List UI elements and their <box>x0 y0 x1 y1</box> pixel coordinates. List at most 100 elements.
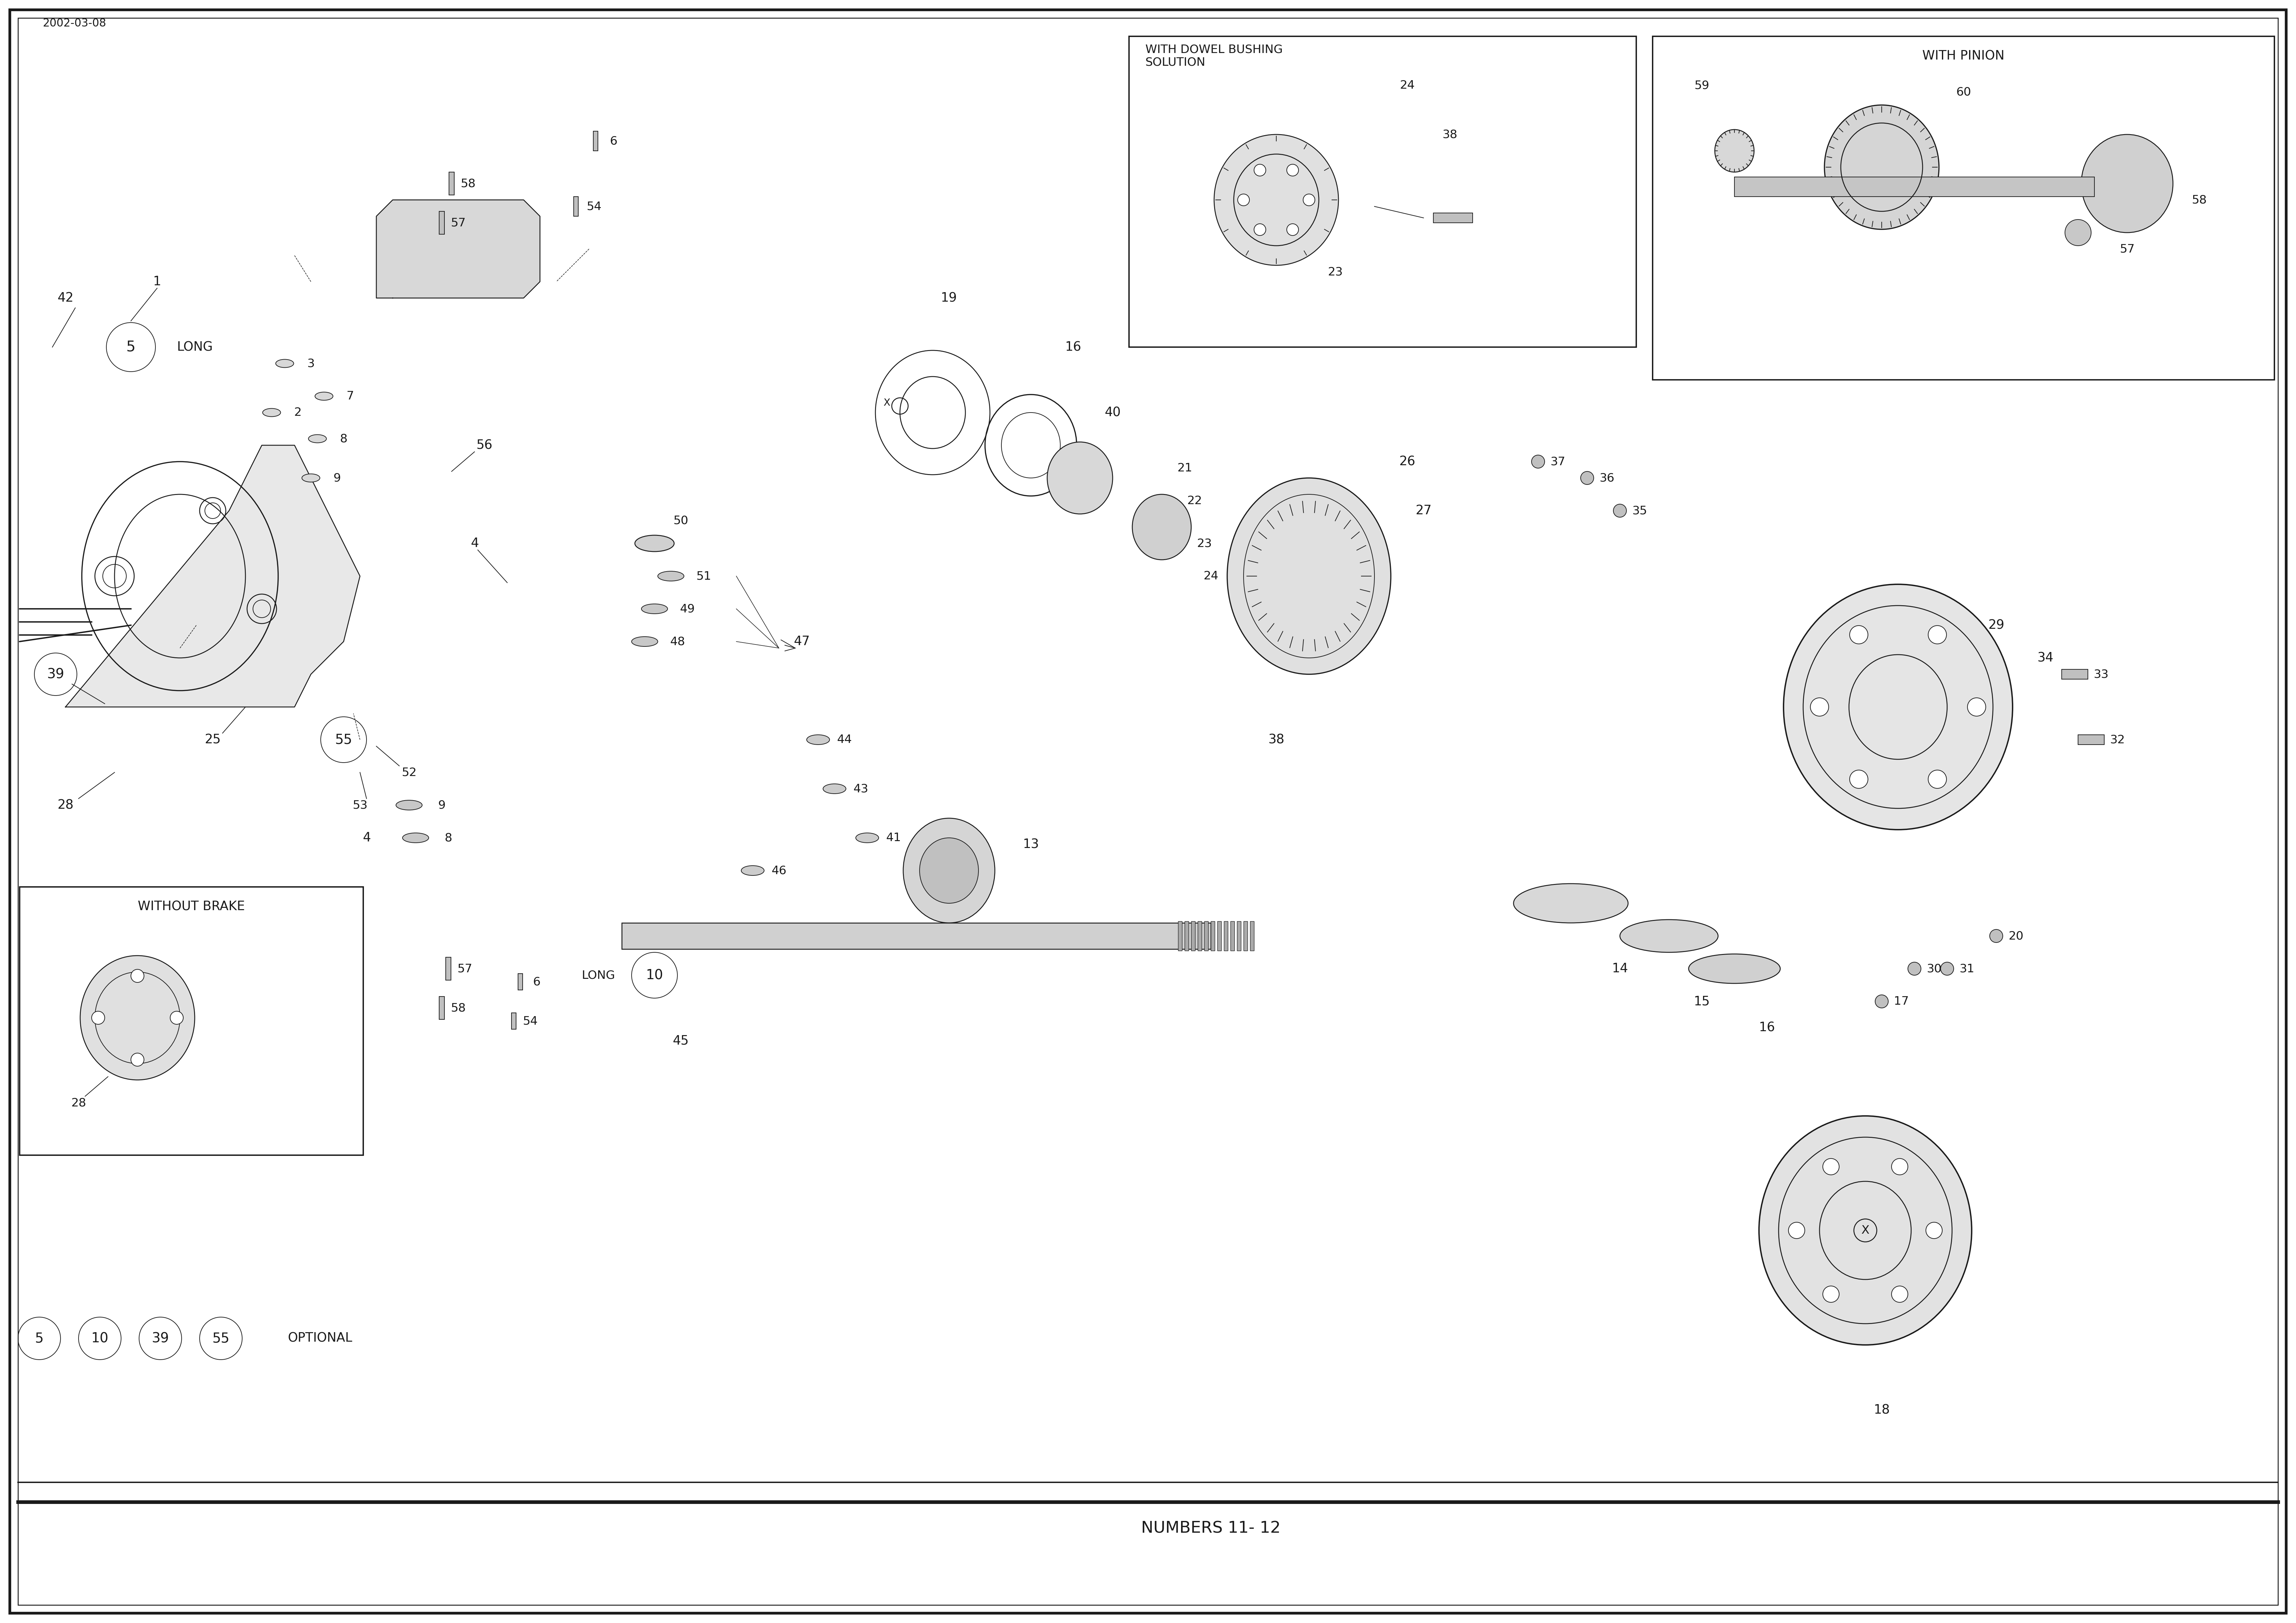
Ellipse shape <box>1825 105 1938 229</box>
Text: 29: 29 <box>1988 618 2004 631</box>
Text: LONG: LONG <box>177 341 214 354</box>
Bar <box>1653 36 2275 380</box>
Text: 16: 16 <box>1065 341 1081 354</box>
Ellipse shape <box>742 865 765 875</box>
Text: WITH DOWEL BUSHING
SOLUTION: WITH DOWEL BUSHING SOLUTION <box>1146 44 1283 68</box>
Circle shape <box>1926 1222 1942 1238</box>
Text: 14: 14 <box>1612 962 1628 975</box>
Ellipse shape <box>1621 920 1717 953</box>
Text: 6: 6 <box>611 135 618 146</box>
Text: 51: 51 <box>696 571 712 581</box>
Circle shape <box>1238 195 1249 206</box>
Circle shape <box>1823 1159 1839 1175</box>
Ellipse shape <box>636 536 675 552</box>
Text: 48: 48 <box>670 636 684 648</box>
Circle shape <box>131 969 145 982</box>
Circle shape <box>1286 224 1300 235</box>
Bar <box>1217 922 1221 951</box>
Ellipse shape <box>641 604 668 613</box>
Text: 27: 27 <box>1414 505 1433 516</box>
Text: 26: 26 <box>1398 456 1414 467</box>
Text: 39: 39 <box>46 667 64 682</box>
Circle shape <box>1892 1159 1908 1175</box>
Ellipse shape <box>308 435 326 443</box>
Text: 52: 52 <box>402 766 416 777</box>
Ellipse shape <box>301 474 319 482</box>
Text: 10: 10 <box>645 969 664 982</box>
Text: 46: 46 <box>771 865 788 876</box>
Polygon shape <box>67 445 360 708</box>
Bar <box>1433 213 1472 222</box>
Ellipse shape <box>856 833 879 842</box>
Text: 50: 50 <box>673 514 689 526</box>
Text: 2002-03-08: 2002-03-08 <box>44 18 106 29</box>
Text: 2: 2 <box>294 407 301 419</box>
Bar <box>512 1013 517 1029</box>
Text: WITH PINION: WITH PINION <box>1922 50 2004 62</box>
Text: 24: 24 <box>1401 80 1414 91</box>
Bar <box>1130 36 1637 347</box>
Ellipse shape <box>1580 471 1593 485</box>
Text: 21: 21 <box>1178 463 1192 474</box>
Text: 58: 58 <box>461 179 475 190</box>
Text: 58: 58 <box>450 1003 466 1013</box>
Text: 38: 38 <box>1442 128 1458 140</box>
Bar <box>450 172 455 195</box>
Text: 23: 23 <box>1196 537 1212 549</box>
Text: 44: 44 <box>836 734 852 745</box>
Ellipse shape <box>1784 584 2014 829</box>
Text: 60: 60 <box>1956 86 1970 97</box>
Ellipse shape <box>1215 135 1339 265</box>
Ellipse shape <box>1047 441 1114 514</box>
Bar <box>1192 922 1196 951</box>
Bar <box>445 958 450 980</box>
Circle shape <box>1809 698 1828 716</box>
Circle shape <box>1851 625 1869 644</box>
Text: 32: 32 <box>2110 734 2124 745</box>
Text: 34: 34 <box>2037 652 2053 664</box>
Text: 10: 10 <box>92 1331 108 1345</box>
Bar <box>1231 922 1235 951</box>
Ellipse shape <box>1531 454 1545 467</box>
Text: 25: 25 <box>204 734 220 747</box>
Ellipse shape <box>1715 130 1754 172</box>
Circle shape <box>1940 962 1954 975</box>
Text: 39: 39 <box>152 1331 170 1345</box>
Bar <box>1224 922 1228 951</box>
Text: 58: 58 <box>2193 195 2206 206</box>
Ellipse shape <box>806 735 829 745</box>
Text: 43: 43 <box>854 784 868 794</box>
Text: 5: 5 <box>34 1331 44 1345</box>
Text: 7: 7 <box>347 391 354 403</box>
Text: 17: 17 <box>1894 997 1908 1006</box>
Text: 30: 30 <box>1926 962 1942 974</box>
Ellipse shape <box>1226 477 1391 674</box>
Circle shape <box>1254 164 1265 175</box>
Text: 42: 42 <box>57 292 73 304</box>
Bar <box>1185 922 1189 951</box>
Text: 35: 35 <box>1632 505 1646 516</box>
Bar <box>439 997 445 1019</box>
Bar <box>1238 922 1240 951</box>
Text: 13: 13 <box>1022 837 1040 850</box>
Text: 57: 57 <box>2119 243 2135 255</box>
Text: 19: 19 <box>941 292 957 304</box>
Ellipse shape <box>2064 219 2092 245</box>
Ellipse shape <box>822 784 845 794</box>
Text: 57: 57 <box>457 962 473 974</box>
Text: 41: 41 <box>886 833 900 844</box>
Bar <box>21 886 363 1156</box>
Circle shape <box>1823 1285 1839 1302</box>
Circle shape <box>1968 698 1986 716</box>
Text: 45: 45 <box>673 1034 689 1047</box>
Ellipse shape <box>1614 505 1626 518</box>
Polygon shape <box>377 200 540 299</box>
Text: X: X <box>884 398 891 407</box>
Text: 15: 15 <box>1694 995 1711 1008</box>
Text: 57: 57 <box>450 217 466 229</box>
Circle shape <box>131 1053 145 1066</box>
Bar <box>519 974 523 990</box>
Text: 4: 4 <box>471 537 478 550</box>
Text: 1: 1 <box>154 276 161 287</box>
Text: 28: 28 <box>71 1097 85 1109</box>
